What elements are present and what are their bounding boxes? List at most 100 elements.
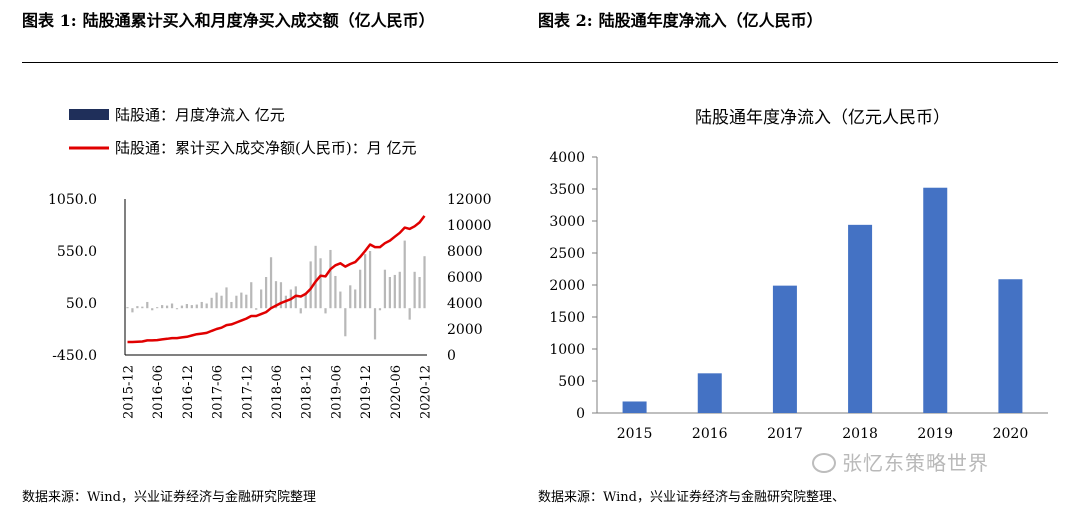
chart1-monthly-bar bbox=[334, 275, 337, 309]
chart2-bar bbox=[622, 401, 647, 413]
chart1-monthly-bar bbox=[220, 295, 223, 309]
chart1-x-tick: 2020-06 bbox=[389, 365, 404, 419]
chart1-monthly-bar bbox=[126, 307, 129, 309]
chart2-bar bbox=[923, 187, 948, 413]
chart1-monthly-bar bbox=[210, 297, 213, 309]
chart1-monthly-bar bbox=[170, 303, 174, 309]
chart2-y-tick: 4000 bbox=[549, 150, 585, 166]
chart1-monthly-bar bbox=[314, 245, 317, 309]
chart1-monthly-bar bbox=[200, 301, 203, 309]
chart2-y-tick: 3000 bbox=[549, 214, 585, 230]
chart1-right-tick: 8000 bbox=[447, 244, 483, 260]
chart1-monthly-bar bbox=[368, 251, 372, 309]
figure2-header: 图表 2: 陆股通年度净流入（亿人民币） bbox=[538, 8, 1058, 34]
chart1-monthly-bar bbox=[225, 287, 228, 309]
chart1-monthly-bar bbox=[388, 277, 391, 309]
header-rule bbox=[22, 62, 1058, 63]
chart1-monthly-bar bbox=[354, 289, 357, 309]
chart1-left-tick: 50.0 bbox=[66, 296, 97, 312]
chart1-monthly-bar bbox=[141, 306, 144, 309]
chart1-monthly-bar bbox=[161, 305, 164, 309]
chart1-monthly-bar bbox=[274, 281, 278, 309]
chart1-left-tick: -450.0 bbox=[52, 348, 97, 364]
chart1-monthly-bar bbox=[180, 305, 184, 309]
chart1-monthly-bar bbox=[403, 240, 406, 309]
chart2-x-tick: 2019 bbox=[917, 426, 953, 442]
legend-line-label: 陆股通：累计买入成交净额(人民币)：月 亿元 bbox=[115, 139, 416, 157]
chart1-monthly-bar bbox=[136, 306, 139, 309]
figure2-title: 陆股通年度净流入（亿人民币） bbox=[598, 11, 823, 30]
chart1-monthly-bar bbox=[250, 282, 253, 309]
chart1-monthly-bar bbox=[245, 294, 248, 309]
chart2-y-tick: 2000 bbox=[549, 278, 585, 294]
chart2-bar bbox=[848, 224, 873, 413]
chart1-x-tick: 2019-12 bbox=[359, 365, 374, 419]
chart2-y-tick: 1000 bbox=[549, 342, 585, 358]
chart2-y-tick: 3500 bbox=[549, 182, 585, 198]
chart1-monthly-bar bbox=[408, 308, 411, 320]
chart1-left-tick: 550.0 bbox=[57, 244, 97, 260]
chart1-x-tick: 2018-12 bbox=[300, 365, 315, 419]
watermark: 张忆东策略世界 bbox=[812, 447, 989, 476]
chart1-monthly-bar bbox=[190, 305, 193, 309]
chart1-monthly-bar bbox=[151, 308, 154, 311]
chart1-monthly-bar bbox=[423, 256, 426, 309]
chart2-y-tick: 0 bbox=[576, 406, 585, 422]
figure1-source: 数据来源：Wind，兴业证券经济与金融研究院整理 bbox=[22, 490, 316, 505]
chart1-right-tick: 0 bbox=[447, 348, 456, 364]
figure2-source: 数据来源：Wind，兴业证券经济与金融研究院整理、 bbox=[538, 490, 845, 505]
chart1-monthly-bar bbox=[215, 292, 218, 309]
chart1-monthly-bar bbox=[349, 285, 352, 309]
chart1-monthly-bar bbox=[324, 308, 327, 314]
chart2-bar bbox=[998, 279, 1023, 413]
chart1-monthly-bar bbox=[235, 295, 238, 309]
chart2-x-tick: 2020 bbox=[993, 426, 1029, 442]
chart1-monthly-bar bbox=[269, 257, 273, 309]
figure1-header: 图表 1: 陆股通累计买入和月度净买入成交额（亿人民币） bbox=[22, 8, 512, 34]
chart1-monthly-bar bbox=[418, 277, 421, 309]
chart1-monthly-bar bbox=[413, 271, 416, 309]
chart1-monthly-bar bbox=[378, 308, 382, 311]
chart2-bar bbox=[772, 285, 797, 413]
chart1-x-tick: 2016-12 bbox=[181, 365, 196, 419]
chart1-monthly-bar bbox=[175, 308, 179, 310]
chart1-right-tick: 4000 bbox=[447, 296, 483, 312]
chart2-x-tick: 2017 bbox=[767, 426, 803, 442]
figure2-label: 图表 2: bbox=[538, 11, 593, 30]
chart1-x-tick: 2019-06 bbox=[329, 365, 344, 419]
chart1-right-tick: 2000 bbox=[447, 322, 483, 338]
chart1-monthly-bar bbox=[165, 305, 169, 309]
chart1-monthly-bar bbox=[359, 269, 362, 309]
figure1-title: 陆股通累计买入和月度净买入成交额（亿人民币） bbox=[82, 11, 435, 30]
legend-bar-label: 陆股通：月度净流入 亿元 bbox=[115, 106, 285, 124]
chart1-monthly-bar bbox=[364, 254, 367, 309]
chart2-bar bbox=[697, 373, 722, 413]
chart1-monthly-bar bbox=[260, 289, 263, 309]
chart2-x-tick: 2016 bbox=[692, 426, 728, 442]
chart2-y-tick: 1500 bbox=[549, 310, 585, 326]
chart1-monthly-bar bbox=[279, 282, 283, 309]
chart1-monthly-bar bbox=[146, 301, 149, 309]
chart1-monthly-bar bbox=[393, 274, 396, 309]
chart1-monthly-bar bbox=[309, 261, 312, 309]
chart1-right-tick: 6000 bbox=[447, 270, 483, 286]
chart1-monthly-bar bbox=[185, 304, 188, 309]
watermark-text: 张忆东策略世界 bbox=[842, 451, 989, 475]
chart2-title: 陆股通年度净流入（亿元人民币） bbox=[695, 108, 950, 128]
chart1-right-tick: 12000 bbox=[447, 192, 492, 208]
chart1-monthly-bar bbox=[329, 249, 332, 309]
chart1-cumulative-line bbox=[127, 215, 426, 344]
chart1-x-tick: 2017-06 bbox=[211, 365, 226, 419]
chart1-monthly-bar bbox=[373, 308, 377, 340]
chart1-monthly-bar bbox=[319, 258, 322, 309]
chart1-monthly-bar bbox=[264, 277, 268, 309]
chart1-monthly-bar bbox=[255, 308, 258, 310]
chart1-x-tick: 2015-12 bbox=[122, 365, 137, 419]
figure1-label: 图表 1: bbox=[22, 11, 77, 30]
chart1-right-tick: 10000 bbox=[447, 218, 492, 234]
chart1-monthly-bar bbox=[240, 292, 243, 309]
chart1-monthly-bar bbox=[398, 271, 401, 309]
chart1-monthly-bar bbox=[383, 269, 387, 309]
chart2-x-tick: 2018 bbox=[842, 426, 878, 442]
